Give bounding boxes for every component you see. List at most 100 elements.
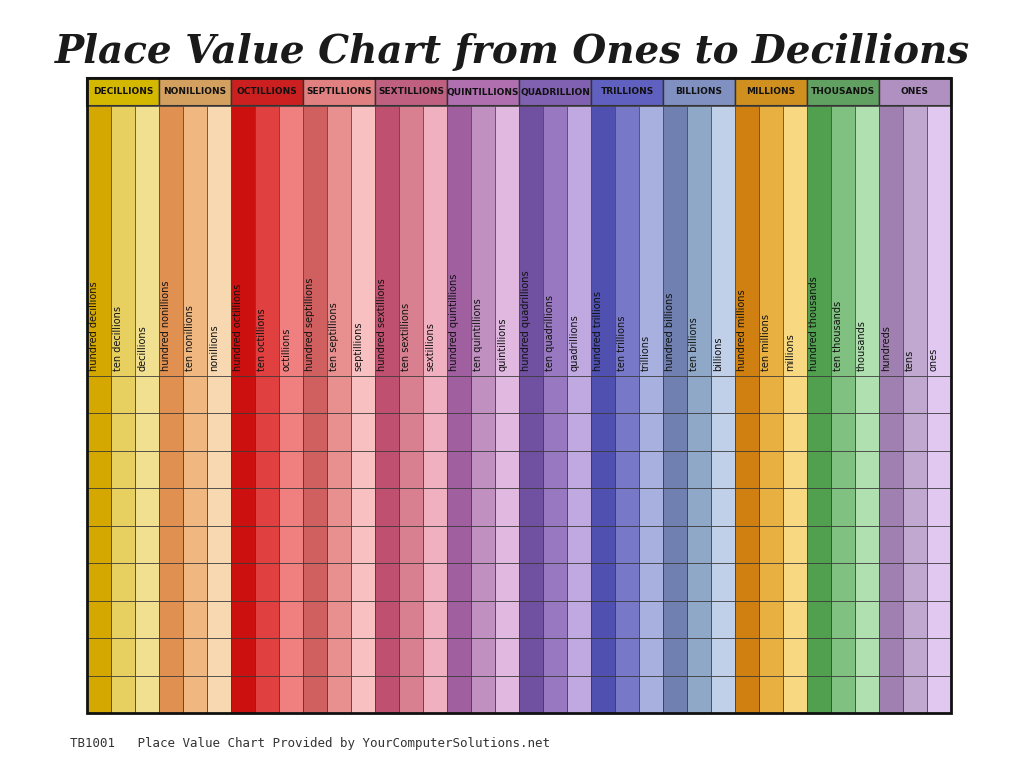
FancyBboxPatch shape [543, 563, 567, 601]
FancyBboxPatch shape [903, 488, 927, 526]
FancyBboxPatch shape [183, 526, 207, 563]
FancyBboxPatch shape [711, 106, 735, 376]
FancyBboxPatch shape [591, 488, 615, 526]
FancyBboxPatch shape [711, 488, 735, 526]
Text: ten decillions: ten decillions [114, 306, 123, 371]
FancyBboxPatch shape [807, 488, 830, 526]
FancyBboxPatch shape [807, 376, 830, 413]
FancyBboxPatch shape [807, 601, 830, 638]
FancyBboxPatch shape [351, 451, 375, 488]
FancyBboxPatch shape [399, 451, 423, 488]
FancyBboxPatch shape [830, 638, 855, 676]
FancyBboxPatch shape [327, 563, 351, 601]
Text: thousands: thousands [857, 320, 867, 371]
FancyBboxPatch shape [687, 638, 711, 676]
FancyBboxPatch shape [280, 106, 303, 376]
FancyBboxPatch shape [327, 638, 351, 676]
Text: THOUSANDS: THOUSANDS [811, 88, 874, 97]
FancyBboxPatch shape [567, 376, 591, 413]
Text: ten quadrillions: ten quadrillions [545, 295, 555, 371]
FancyBboxPatch shape [183, 638, 207, 676]
FancyBboxPatch shape [471, 488, 495, 526]
Text: quadrillions: quadrillions [569, 314, 579, 371]
Text: ten trillions: ten trillions [617, 316, 627, 371]
FancyBboxPatch shape [375, 601, 399, 638]
FancyBboxPatch shape [87, 106, 112, 376]
FancyBboxPatch shape [399, 638, 423, 676]
FancyBboxPatch shape [615, 563, 639, 601]
FancyBboxPatch shape [207, 676, 231, 713]
FancyBboxPatch shape [327, 601, 351, 638]
FancyBboxPatch shape [471, 376, 495, 413]
FancyBboxPatch shape [399, 526, 423, 563]
FancyBboxPatch shape [207, 488, 231, 526]
FancyBboxPatch shape [830, 563, 855, 601]
FancyBboxPatch shape [639, 676, 663, 713]
FancyBboxPatch shape [495, 376, 519, 413]
FancyBboxPatch shape [423, 488, 447, 526]
FancyBboxPatch shape [112, 451, 135, 488]
FancyBboxPatch shape [903, 638, 927, 676]
FancyBboxPatch shape [255, 488, 280, 526]
Text: hundred trillions: hundred trillions [593, 291, 603, 371]
FancyBboxPatch shape [519, 78, 591, 106]
FancyBboxPatch shape [447, 563, 471, 601]
FancyBboxPatch shape [375, 78, 447, 106]
FancyBboxPatch shape [855, 413, 879, 451]
Text: ten millions: ten millions [761, 314, 771, 371]
Text: ten octillions: ten octillions [257, 309, 267, 371]
FancyBboxPatch shape [783, 526, 807, 563]
FancyBboxPatch shape [183, 413, 207, 451]
FancyBboxPatch shape [87, 413, 112, 451]
FancyBboxPatch shape [183, 376, 207, 413]
FancyBboxPatch shape [447, 451, 471, 488]
FancyBboxPatch shape [135, 601, 159, 638]
FancyBboxPatch shape [879, 413, 903, 451]
FancyBboxPatch shape [495, 451, 519, 488]
FancyBboxPatch shape [399, 601, 423, 638]
FancyBboxPatch shape [543, 488, 567, 526]
FancyBboxPatch shape [423, 413, 447, 451]
FancyBboxPatch shape [927, 413, 951, 451]
FancyBboxPatch shape [807, 676, 830, 713]
FancyBboxPatch shape [495, 638, 519, 676]
Text: DECILLIONS: DECILLIONS [93, 88, 154, 97]
FancyBboxPatch shape [303, 451, 327, 488]
FancyBboxPatch shape [927, 676, 951, 713]
FancyBboxPatch shape [447, 526, 471, 563]
FancyBboxPatch shape [255, 638, 280, 676]
FancyBboxPatch shape [615, 638, 639, 676]
FancyBboxPatch shape [663, 376, 687, 413]
FancyBboxPatch shape [615, 451, 639, 488]
FancyBboxPatch shape [303, 376, 327, 413]
FancyBboxPatch shape [183, 563, 207, 601]
FancyBboxPatch shape [807, 451, 830, 488]
FancyBboxPatch shape [711, 376, 735, 413]
FancyBboxPatch shape [255, 601, 280, 638]
FancyBboxPatch shape [303, 638, 327, 676]
Text: TB1001   Place Value Chart Provided by YourComputerSolutions.net: TB1001 Place Value Chart Provided by You… [70, 737, 550, 750]
Text: nonillions: nonillions [209, 324, 219, 371]
FancyBboxPatch shape [663, 563, 687, 601]
FancyBboxPatch shape [783, 563, 807, 601]
FancyBboxPatch shape [280, 376, 303, 413]
FancyBboxPatch shape [711, 601, 735, 638]
FancyBboxPatch shape [735, 676, 759, 713]
FancyBboxPatch shape [159, 676, 183, 713]
FancyBboxPatch shape [351, 376, 375, 413]
FancyBboxPatch shape [112, 376, 135, 413]
FancyBboxPatch shape [399, 106, 423, 376]
Text: TRILLIONS: TRILLIONS [600, 88, 653, 97]
FancyBboxPatch shape [280, 451, 303, 488]
FancyBboxPatch shape [519, 526, 543, 563]
FancyBboxPatch shape [615, 376, 639, 413]
FancyBboxPatch shape [591, 106, 615, 376]
Text: QUINTILLIONS: QUINTILLIONS [446, 88, 519, 97]
Text: hundred octillions: hundred octillions [233, 283, 243, 371]
FancyBboxPatch shape [687, 526, 711, 563]
FancyBboxPatch shape [759, 488, 783, 526]
FancyBboxPatch shape [687, 413, 711, 451]
FancyBboxPatch shape [255, 563, 280, 601]
FancyBboxPatch shape [879, 563, 903, 601]
FancyBboxPatch shape [591, 601, 615, 638]
